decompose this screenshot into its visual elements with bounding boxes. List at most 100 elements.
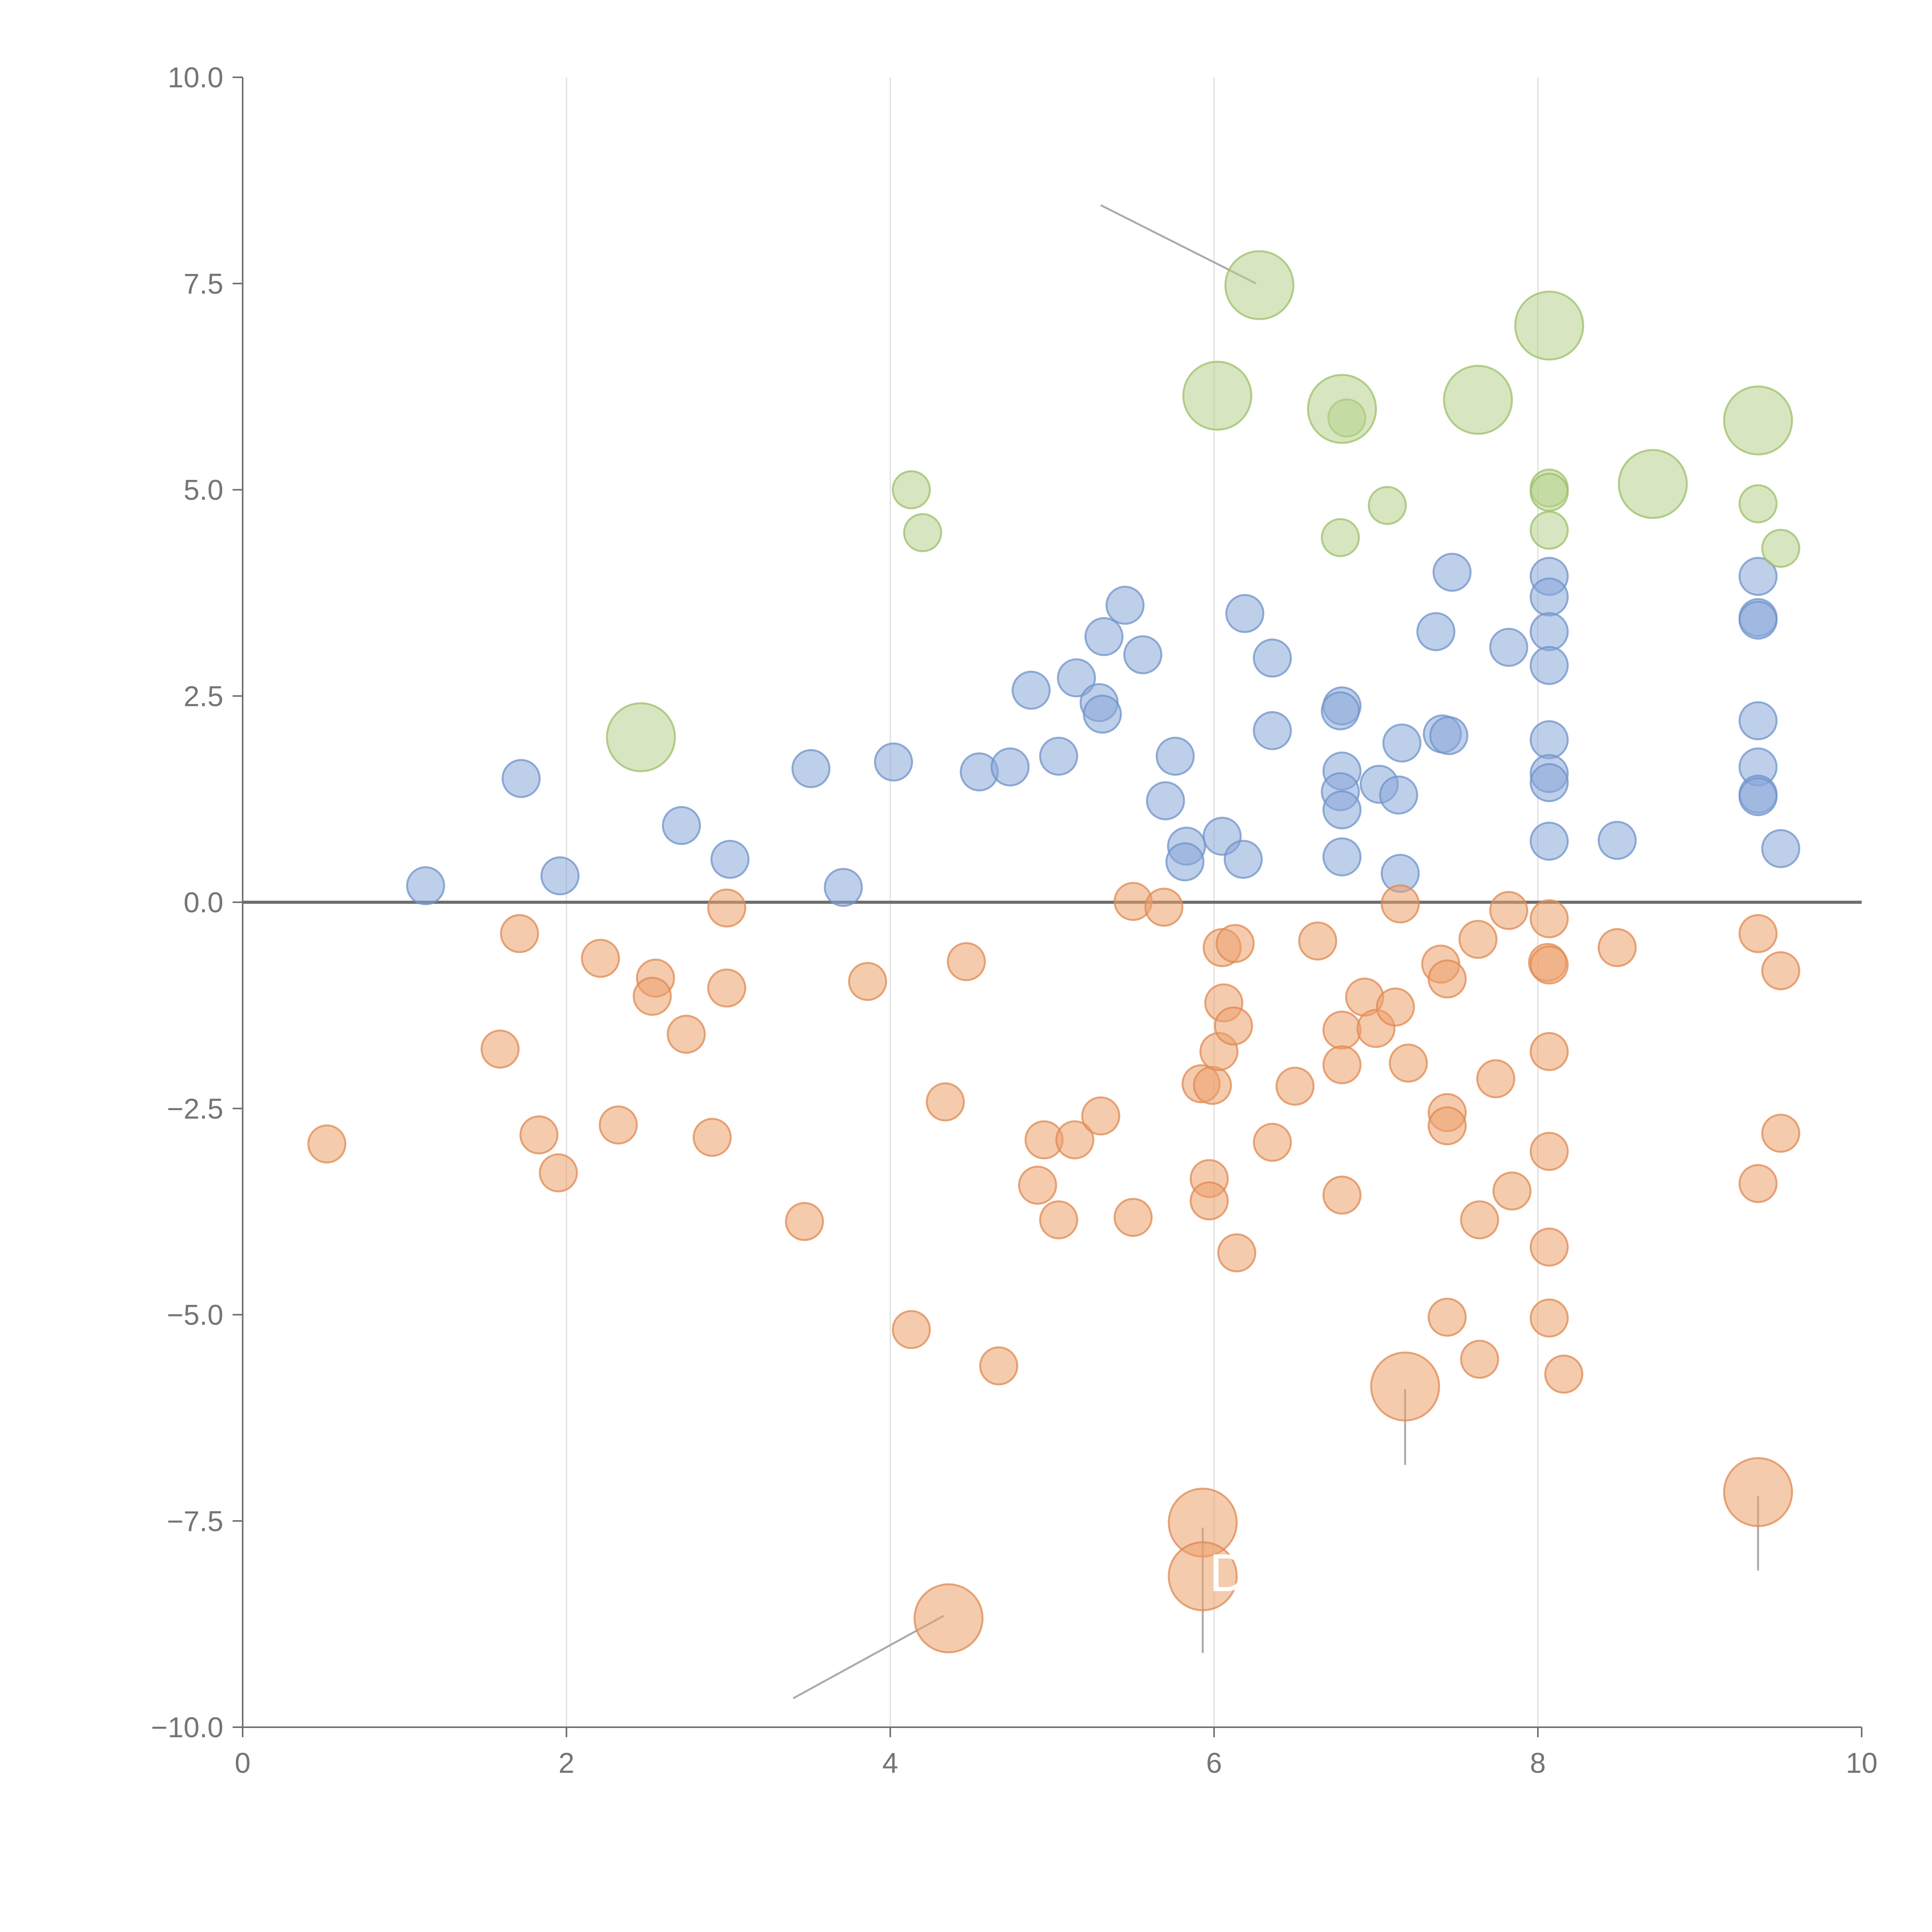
orange-point <box>1322 1010 1362 1050</box>
y-tick-label: 10.0 <box>168 61 223 94</box>
point-labels: VR D <box>1209 396 1712 1603</box>
blue-point <box>823 868 863 907</box>
orange-point <box>979 1346 1019 1386</box>
green-point <box>1723 385 1793 456</box>
x-tick-label: 8 <box>1530 1747 1546 1779</box>
orange-point <box>1460 1200 1499 1240</box>
x-tick-label: 2 <box>558 1747 574 1779</box>
orange-point <box>1489 891 1529 930</box>
y-tick-label: 7.5 <box>184 268 223 300</box>
blue-point <box>1738 777 1778 816</box>
orange-point <box>1214 1006 1253 1046</box>
orange-point <box>785 1202 824 1241</box>
orange-point <box>1529 945 1569 985</box>
orange-point <box>1529 899 1569 939</box>
blue-point <box>1039 736 1078 776</box>
orange-point <box>599 1105 638 1145</box>
y-tick-label: 0.0 <box>184 886 223 918</box>
orange-point <box>1460 1340 1499 1379</box>
orange-point <box>1039 1200 1078 1240</box>
blue-point <box>1738 557 1778 596</box>
orange-point <box>1723 1457 1793 1527</box>
green-point <box>1443 365 1513 435</box>
orange-point <box>1738 914 1778 953</box>
orange-point <box>480 1029 520 1069</box>
blue-point <box>1253 638 1292 678</box>
blue-point <box>1322 790 1362 830</box>
orange-point <box>913 1583 984 1653</box>
blue-point <box>1382 723 1422 763</box>
orange-point <box>1738 1164 1778 1203</box>
orange-point <box>1529 1032 1569 1071</box>
orange-point <box>1761 1114 1800 1153</box>
orange-point <box>1370 1351 1440 1422</box>
blue-point <box>1529 763 1569 802</box>
green-point <box>606 702 676 772</box>
orange-point <box>1168 1541 1238 1611</box>
blue-point <box>1253 711 1292 750</box>
y-tick-label: −7.5 <box>167 1505 223 1537</box>
orange-point <box>1381 884 1420 923</box>
orange-point <box>925 1082 965 1122</box>
blue-point <box>1105 585 1145 625</box>
blue-point <box>1123 635 1163 674</box>
orange-point <box>1018 1165 1057 1205</box>
orange-point <box>667 1015 706 1054</box>
green-point <box>1367 486 1407 525</box>
orange-point <box>1376 987 1415 1027</box>
green-point <box>1514 291 1584 361</box>
orange-point <box>1458 920 1498 959</box>
orange-point <box>1276 1066 1315 1106</box>
blue-point <box>1738 701 1778 740</box>
green-point <box>903 513 942 553</box>
green-point <box>1617 449 1688 519</box>
blue-point <box>1416 612 1456 651</box>
blue-point <box>1155 736 1195 776</box>
orange-point <box>1189 1181 1229 1221</box>
x-tick-label: 10 <box>1846 1747 1878 1779</box>
y-tick-label: −10.0 <box>151 1711 223 1743</box>
orange-point <box>1055 1120 1095 1160</box>
blue-point <box>1146 781 1185 820</box>
axes: 0 2 4 6 8 10 10.0 7.5 5.0 2.5 0.0 −2.5 −5.0 −7.5 −10.0 <box>151 61 1878 1779</box>
orange-point <box>1215 924 1255 963</box>
blue-point <box>1012 670 1051 710</box>
blue-point <box>990 747 1030 787</box>
blue-point <box>1529 646 1569 685</box>
green-point <box>1529 510 1569 550</box>
blue-point <box>710 840 750 879</box>
orange-point <box>1492 1171 1532 1211</box>
point-label: D <box>1209 1543 1248 1603</box>
orange-point <box>1529 1298 1569 1338</box>
blue-point <box>1084 617 1124 656</box>
orange-point <box>1529 1132 1569 1171</box>
orange-point <box>1253 1122 1292 1162</box>
green-point <box>1529 473 1569 512</box>
orange-point <box>633 976 672 1016</box>
blue-point <box>1429 716 1469 755</box>
green-point <box>891 470 931 509</box>
orange-point <box>1081 1096 1121 1136</box>
green-point <box>1182 361 1252 431</box>
orange-point <box>1322 1175 1362 1215</box>
blue-point <box>1529 612 1569 651</box>
orange-point <box>1298 921 1337 961</box>
orange-point <box>947 942 986 981</box>
orange-point <box>581 939 620 978</box>
blue-point <box>662 806 701 845</box>
blue-point <box>502 759 541 798</box>
orange-point <box>1427 1298 1467 1337</box>
blue-point <box>1529 720 1569 759</box>
orange-point <box>1427 959 1467 999</box>
orange-point <box>1193 1066 1232 1105</box>
green-point <box>1738 484 1778 524</box>
orange-point <box>891 1310 931 1349</box>
orange-point <box>707 888 747 928</box>
data-points <box>307 250 1800 1653</box>
orange-point <box>1761 951 1800 990</box>
orange-point <box>707 968 747 1008</box>
y-tick-label: −5.0 <box>167 1299 223 1331</box>
y-tick-label: 2.5 <box>184 680 223 712</box>
orange-point <box>307 1124 347 1164</box>
